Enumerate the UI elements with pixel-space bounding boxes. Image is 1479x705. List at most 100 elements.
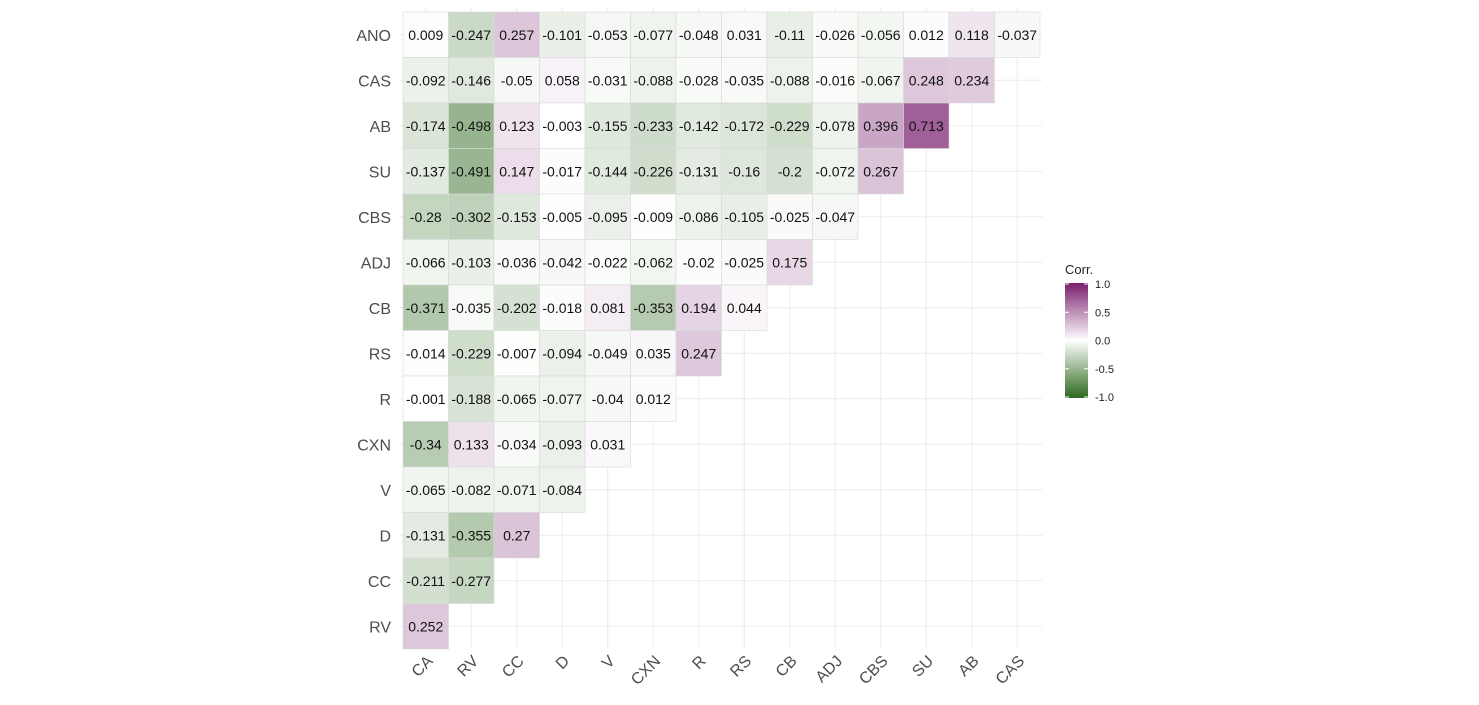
cell-value-label: 0.123 bbox=[499, 118, 534, 134]
heatmap-cell bbox=[402, 603, 449, 650]
heatmap-cell bbox=[630, 148, 677, 195]
cell-value-label: -0.065 bbox=[497, 391, 537, 407]
cell-value-label: 0.012 bbox=[636, 391, 671, 407]
cell-value-label: -0.053 bbox=[588, 27, 628, 43]
cell-value-label: -0.2 bbox=[778, 163, 802, 179]
cell-value-label: 0.234 bbox=[954, 72, 989, 88]
x-axis-tick-label: R bbox=[689, 653, 709, 673]
heatmap-cell bbox=[584, 193, 631, 240]
cell-value-label: 0.081 bbox=[590, 300, 625, 316]
cell-value-label: -0.277 bbox=[451, 573, 491, 589]
cell-value-label: -0.025 bbox=[724, 254, 764, 270]
heatmap-cell bbox=[493, 148, 540, 195]
cell-value-label: 0.713 bbox=[909, 118, 944, 134]
x-axis-tick-label: CAS bbox=[993, 653, 1028, 688]
legend-tick-label: 0.0 bbox=[1095, 336, 1110, 348]
x-axis-tick-label: V bbox=[599, 653, 619, 673]
heatmap-cell bbox=[448, 239, 495, 286]
heatmap-cell bbox=[584, 148, 631, 195]
cell-value-label: -0.071 bbox=[497, 482, 537, 498]
cell-value-label: -0.11 bbox=[774, 27, 805, 43]
cell-value-label: -0.247 bbox=[451, 27, 491, 43]
cell-value-label: -0.101 bbox=[542, 27, 582, 43]
cell-value-label: -0.016 bbox=[815, 72, 855, 88]
heatmap-cell bbox=[675, 57, 722, 104]
cell-value-label: -0.353 bbox=[633, 300, 673, 316]
legend-title: Corr. bbox=[1065, 262, 1093, 277]
cell-value-label: -0.093 bbox=[542, 436, 582, 452]
y-axis-tick-label: ANO bbox=[356, 28, 391, 45]
heatmap-cell bbox=[857, 102, 904, 149]
cell-value-label: 0.009 bbox=[408, 27, 443, 43]
x-axis-tick-label: CC bbox=[499, 653, 527, 681]
cell-value-label: -0.086 bbox=[679, 209, 719, 225]
heatmap-cell bbox=[448, 421, 495, 468]
heatmap-cell bbox=[402, 239, 449, 286]
heatmap-cell bbox=[402, 57, 449, 104]
heatmap-cell bbox=[812, 57, 859, 104]
y-axis-tick-label: CBS bbox=[358, 210, 391, 227]
cell-value-label: -0.037 bbox=[997, 27, 1037, 43]
cell-value-label: -0.174 bbox=[406, 118, 446, 134]
cell-value-label: 0.031 bbox=[727, 27, 762, 43]
legend-tick-label: -1.0 bbox=[1095, 392, 1114, 404]
y-axis-tick-label: SU bbox=[369, 164, 391, 181]
cell-value-label: -0.34 bbox=[410, 436, 442, 452]
heatmap-cell bbox=[539, 11, 586, 58]
x-axis-tick-label: AB bbox=[955, 653, 982, 680]
x-axis-tick-label: CA bbox=[409, 653, 437, 681]
heatmap-cell bbox=[493, 512, 540, 559]
cell-value-label: -0.137 bbox=[406, 163, 446, 179]
cell-value-label: -0.04 bbox=[592, 391, 624, 407]
heatmap-cell bbox=[584, 421, 631, 468]
cell-value-label: -0.144 bbox=[588, 163, 628, 179]
cell-value-label: -0.007 bbox=[497, 345, 537, 361]
heatmap-cell bbox=[721, 102, 768, 149]
x-axis-tick-label: D bbox=[553, 653, 573, 673]
heatmap-cell bbox=[539, 330, 586, 377]
cell-value-label: -0.371 bbox=[406, 300, 446, 316]
heatmap-cell bbox=[402, 148, 449, 195]
color-legend: Corr. 1.0 0.5 0.0 -0.5 -1.0 bbox=[1065, 262, 1114, 404]
heatmap-cell bbox=[766, 11, 813, 58]
heatmap-cell bbox=[721, 11, 768, 58]
cell-value-label: -0.047 bbox=[815, 209, 855, 225]
cell-value-label: -0.211 bbox=[406, 573, 445, 589]
heatmap-cell bbox=[402, 11, 449, 58]
cell-value-label: -0.131 bbox=[406, 527, 446, 543]
heatmap-cell bbox=[539, 284, 586, 331]
cell-value-label: 0.012 bbox=[909, 27, 944, 43]
heatmap-cell bbox=[766, 239, 813, 286]
heatmap-cell bbox=[857, 148, 904, 195]
heatmap-cell bbox=[994, 11, 1041, 58]
cell-value-label: -0.146 bbox=[451, 72, 491, 88]
cell-value-label: -0.042 bbox=[542, 254, 582, 270]
y-axis-tick-labels: ANO CAS AB SU CBS ADJ CB RS R CXN V D CC RV bbox=[356, 28, 391, 637]
cell-value-label: -0.049 bbox=[588, 345, 628, 361]
heatmap-cell bbox=[448, 375, 495, 422]
heatmap-cell bbox=[493, 330, 540, 377]
cell-value-label: 0.194 bbox=[681, 300, 716, 316]
cell-value-label: -0.302 bbox=[451, 209, 491, 225]
heatmap-cell bbox=[675, 284, 722, 331]
cell-value-label: -0.018 bbox=[542, 300, 582, 316]
cell-value-label: -0.025 bbox=[770, 209, 810, 225]
cell-value-label: -0.066 bbox=[406, 254, 446, 270]
heatmap-cell bbox=[812, 193, 859, 240]
cell-value-label: 0.031 bbox=[590, 436, 625, 452]
cell-value-label: -0.062 bbox=[633, 254, 673, 270]
cell-value-label: -0.056 bbox=[861, 27, 901, 43]
y-axis-tick-label: R bbox=[379, 392, 391, 409]
cell-value-label: -0.078 bbox=[815, 118, 855, 134]
cell-value-label: 0.396 bbox=[863, 118, 898, 134]
heatmap-cell bbox=[675, 193, 722, 240]
heatmap-cell bbox=[539, 466, 586, 513]
cell-value-label: -0.226 bbox=[633, 163, 673, 179]
y-axis-tick-label: RS bbox=[369, 346, 391, 363]
cell-value-label: -0.065 bbox=[406, 482, 446, 498]
cell-value-label: -0.082 bbox=[451, 482, 491, 498]
cell-value-label: 0.248 bbox=[909, 72, 944, 88]
heatmap-cell bbox=[903, 102, 950, 149]
